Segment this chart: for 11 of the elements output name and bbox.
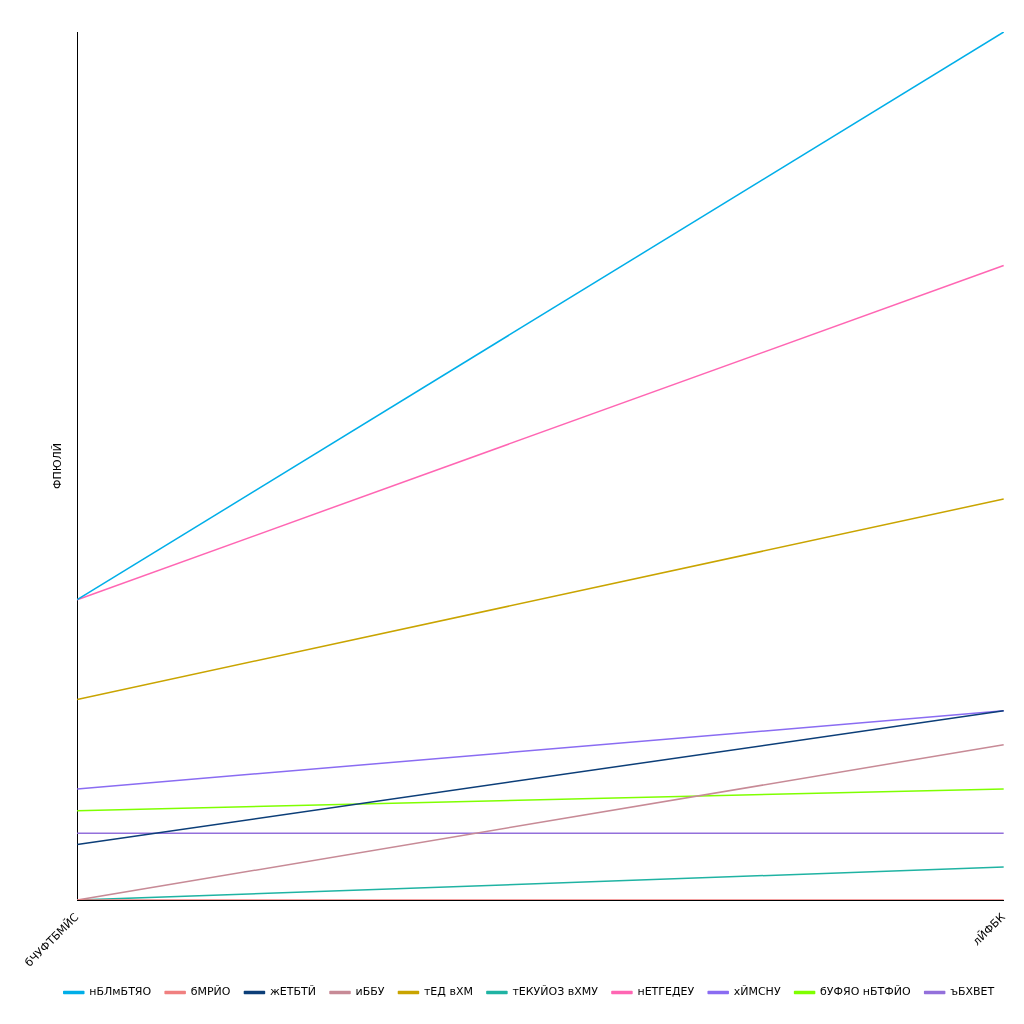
legend-label: бМРЙО: [190, 985, 231, 999]
legend-label: ъБХВЕТ: [950, 985, 995, 999]
legend-label: нБЛмБТЯО: [89, 985, 152, 999]
legend-label: бУФЯО нБТФЙО: [820, 985, 911, 999]
legend-label: хЙМСНУ: [733, 985, 781, 999]
legend-label: жЕТБТЙ: [269, 985, 317, 999]
y-axis-title: ФПЮЛЙ: [51, 442, 65, 490]
legend-label: нЕТГЕДЕУ: [637, 985, 695, 999]
legend-label: тЕД вХМ: [423, 985, 473, 999]
legend-label: иББУ: [355, 985, 385, 999]
legend-label: тЕКУЙОЗ вХМУ: [512, 985, 599, 999]
